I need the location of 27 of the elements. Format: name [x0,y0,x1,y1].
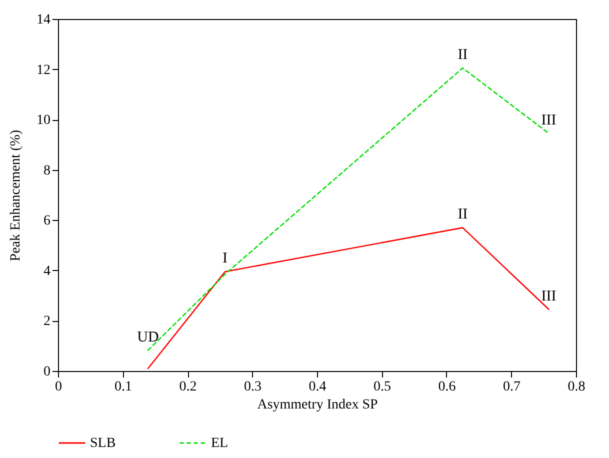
legend-label: SLB [90,436,116,451]
x-tick-label: 0.3 [244,380,262,394]
annotation: III [541,288,556,304]
x-tick-label: 0.5 [374,380,391,394]
x-axis-title: Asymmetry Index SP [257,398,378,412]
x-tick-label: 0 [55,380,62,394]
x-tick-label: 0.8 [568,380,586,394]
legend-label: EL [211,436,228,451]
annotation: I [222,250,228,267]
y-tick-label: 4 [44,264,50,279]
x-tick-label: 0.4 [308,380,326,394]
y-tick-label: 8 [44,163,50,178]
x-tick-label: 0.2 [179,380,197,394]
y-tick-label: 12 [36,62,50,78]
y-tick-label: 0 [44,364,50,380]
annotation: UD [137,329,159,346]
y-axis-title: Peak Enhancement (%) [8,129,24,262]
annotation: III [541,112,556,128]
y-tick-label: 10 [36,113,50,128]
x-tick-label: 0.1 [114,380,132,394]
x-tick-label: 0.6 [438,380,456,394]
annotation: II [458,47,468,64]
y-tick-label: 2 [44,314,50,330]
y-tick-label: 6 [44,214,50,229]
y-tick-label: 14 [36,12,50,28]
annotation: II [458,206,468,223]
x-tick-label: 0.7 [503,380,520,394]
